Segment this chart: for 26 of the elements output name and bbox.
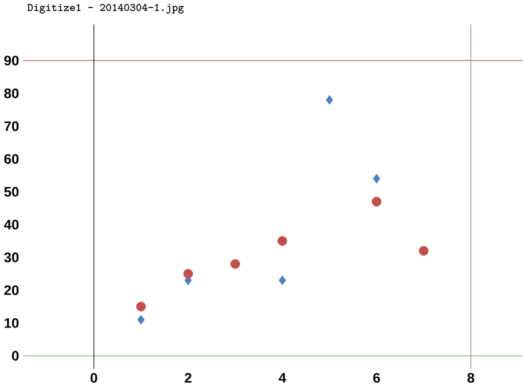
point [278, 276, 286, 286]
point [418, 246, 429, 256]
y-tick-label: 30 [4, 252, 19, 263]
y-tick-label: 60 [4, 154, 19, 164]
x-tick-label: 0 [90, 373, 98, 383]
x-tick-label: 6 [373, 373, 380, 383]
y-tick-label: 10 [4, 318, 19, 328]
x-tick-label: 8 [467, 373, 474, 383]
point [230, 259, 240, 269]
point [278, 236, 288, 246]
point [372, 174, 380, 184]
point [137, 315, 145, 325]
point [183, 269, 193, 279]
chart-title: Digitize1 - 20140304-1.jpg [27, 4, 184, 14]
point [326, 95, 334, 105]
point [372, 197, 382, 207]
y-tick-label: 90 [4, 56, 19, 66]
y-tick-label: 50 [4, 187, 19, 197]
y-tick-label: 0 [12, 351, 19, 361]
x-tick-label: 4 [278, 373, 286, 383]
point [136, 302, 146, 312]
y-tick-label: 20 [4, 286, 19, 296]
y-tick-label: 70 [4, 122, 19, 132]
y-tick-label: 80 [4, 88, 19, 98]
y-tick-label: 40 [4, 220, 19, 230]
x-tick-label: 2 [184, 373, 192, 383]
